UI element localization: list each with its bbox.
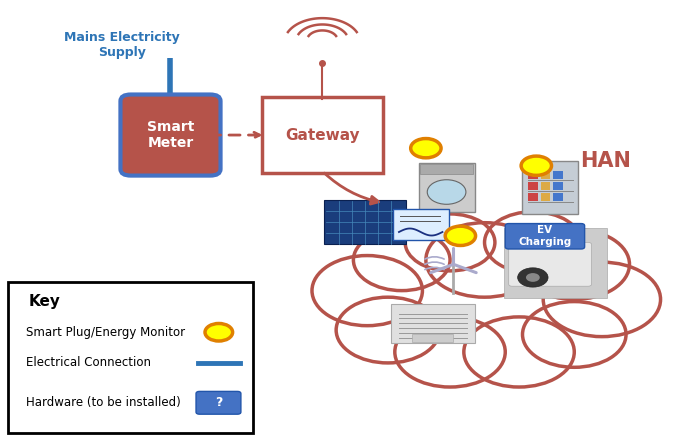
Circle shape [336, 297, 439, 363]
FancyBboxPatch shape [324, 200, 406, 244]
Circle shape [543, 262, 660, 336]
FancyBboxPatch shape [553, 171, 563, 179]
Text: HAN: HAN [580, 151, 631, 172]
FancyBboxPatch shape [541, 193, 550, 201]
Circle shape [405, 214, 495, 271]
FancyBboxPatch shape [541, 171, 550, 179]
FancyBboxPatch shape [196, 392, 241, 414]
Circle shape [519, 229, 629, 299]
Circle shape [411, 138, 441, 158]
Circle shape [484, 212, 581, 273]
Text: Key: Key [29, 294, 61, 309]
Text: EV
Charging: EV Charging [518, 225, 572, 247]
Circle shape [205, 324, 233, 341]
Text: Hardware (to be installed): Hardware (to be installed) [26, 396, 180, 409]
FancyBboxPatch shape [528, 182, 538, 190]
Text: Smart
Meter: Smart Meter [147, 120, 194, 150]
FancyBboxPatch shape [528, 171, 538, 179]
FancyBboxPatch shape [522, 161, 578, 214]
FancyBboxPatch shape [509, 243, 592, 286]
Text: Smart Plug/Energy Monitor: Smart Plug/Energy Monitor [26, 326, 184, 339]
Circle shape [395, 317, 505, 387]
FancyBboxPatch shape [412, 334, 453, 342]
FancyBboxPatch shape [505, 224, 585, 249]
FancyBboxPatch shape [541, 182, 550, 190]
Text: Electrical Connection: Electrical Connection [26, 356, 150, 370]
FancyBboxPatch shape [419, 163, 475, 212]
FancyBboxPatch shape [393, 209, 448, 240]
FancyBboxPatch shape [528, 193, 538, 201]
FancyBboxPatch shape [420, 164, 473, 174]
Circle shape [353, 229, 450, 291]
Circle shape [518, 268, 548, 287]
Circle shape [464, 317, 574, 387]
Text: Gateway: Gateway [285, 127, 360, 142]
Circle shape [428, 180, 466, 204]
Text: ?: ? [215, 396, 222, 409]
FancyBboxPatch shape [262, 97, 383, 173]
Circle shape [426, 223, 543, 297]
FancyBboxPatch shape [553, 182, 563, 190]
FancyBboxPatch shape [8, 282, 254, 433]
FancyBboxPatch shape [391, 303, 475, 344]
Circle shape [526, 273, 540, 282]
Circle shape [521, 156, 552, 176]
FancyBboxPatch shape [553, 193, 563, 201]
Circle shape [523, 302, 626, 367]
Circle shape [445, 226, 475, 246]
Text: Mains Electricity
Supply: Mains Electricity Supply [64, 31, 180, 59]
Circle shape [312, 255, 423, 325]
FancyBboxPatch shape [121, 94, 220, 176]
FancyBboxPatch shape [504, 228, 606, 298]
